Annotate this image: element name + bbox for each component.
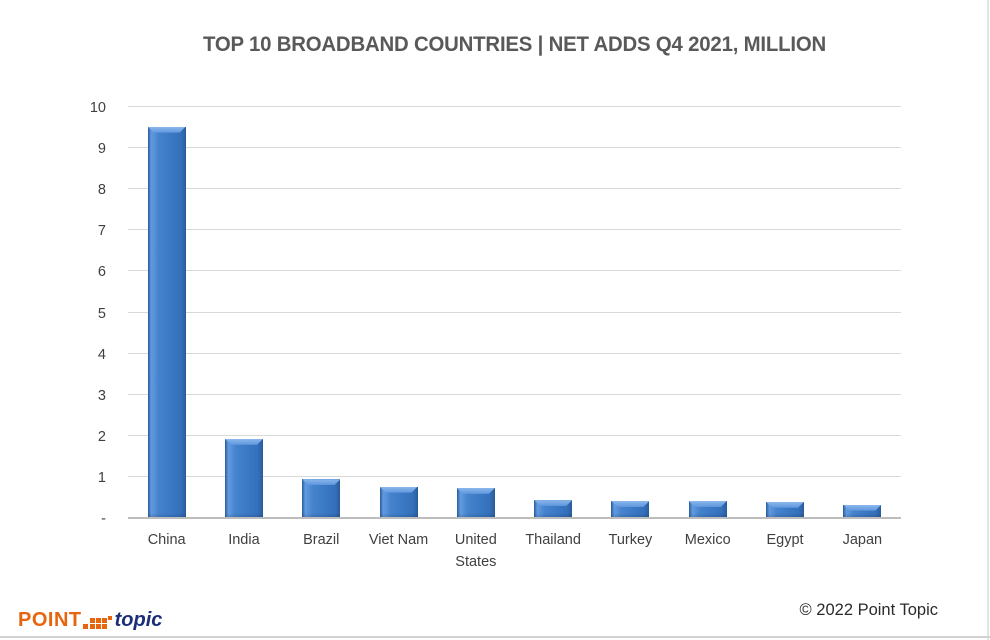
x-label-china: China bbox=[147, 532, 186, 548]
x-label-brazil: Brazil bbox=[303, 532, 340, 548]
y-tick-label-9: 9 bbox=[97, 141, 106, 158]
bar-slot bbox=[746, 108, 823, 517]
y-tick-label-3: 3 bbox=[97, 387, 106, 404]
chart-title: TOP 10 BROADBAND COUNTRIES | NET ADDS Q4… bbox=[202, 33, 827, 56]
x-axis-labels: China India Brazil Viet Nam United States Tha… bbox=[128, 529, 901, 573]
x-label-egypt: Egypt bbox=[766, 532, 804, 548]
y-tick-label-8: 8 bbox=[97, 182, 106, 199]
logo-point-text: POINT bbox=[18, 609, 82, 631]
bar-slot bbox=[205, 108, 282, 517]
y-axis-labels: - 1 2 3 4 5 6 7 8 9 10 bbox=[78, 100, 106, 527]
point-topic-logo: POINT topic bbox=[18, 609, 162, 631]
bar-slot bbox=[592, 108, 669, 517]
bar-slot bbox=[514, 108, 591, 517]
x-label-united-states: United States bbox=[454, 532, 497, 570]
bar-viet-nam bbox=[379, 486, 418, 517]
gridline-1 bbox=[128, 475, 901, 477]
x-label-turkey: Turkey bbox=[608, 532, 653, 548]
bar-egypt bbox=[766, 501, 805, 517]
bar-slot bbox=[437, 108, 514, 517]
bars-row bbox=[128, 108, 901, 517]
bar-brazil bbox=[302, 479, 341, 517]
page-bottom-border bbox=[0, 636, 990, 638]
y-tick-label-6: 6 bbox=[97, 264, 106, 281]
bar-india bbox=[224, 438, 263, 517]
copyright-text: © 2022 Point Topic bbox=[799, 601, 938, 619]
gridline-7 bbox=[128, 229, 901, 231]
gridline-8 bbox=[128, 188, 901, 190]
bar-slot bbox=[128, 108, 205, 517]
bar-slot bbox=[669, 108, 746, 517]
gridline-2 bbox=[128, 434, 901, 436]
y-tick-label-0: - bbox=[101, 511, 106, 527]
bar-slot bbox=[360, 108, 437, 517]
logo-topic-text: topic bbox=[114, 609, 163, 631]
x-label-viet-nam: Viet Nam bbox=[368, 532, 429, 548]
gridline-10 bbox=[128, 106, 901, 107]
point-topic-logo-squares-icon bbox=[82, 611, 113, 631]
bar-slot bbox=[824, 108, 901, 517]
bar-japan bbox=[843, 504, 882, 517]
bar-thailand bbox=[534, 500, 573, 517]
bar-slot bbox=[283, 108, 360, 517]
gridline-4 bbox=[128, 352, 901, 354]
bar-turkey bbox=[611, 500, 650, 517]
y-tick-label-1: 1 bbox=[97, 469, 106, 486]
gridline-3 bbox=[128, 393, 901, 395]
x-label-mexico: Mexico bbox=[684, 532, 731, 548]
x-label-india: India bbox=[228, 532, 260, 548]
y-tick-label-2: 2 bbox=[97, 428, 106, 445]
bar-united-states bbox=[456, 487, 495, 517]
page-right-border bbox=[987, 0, 989, 640]
plot-area bbox=[128, 106, 901, 519]
y-tick-label-10: 10 bbox=[89, 100, 106, 116]
x-label-thailand: Thailand bbox=[525, 532, 581, 548]
y-tick-label-5: 5 bbox=[97, 305, 106, 322]
bar-china bbox=[147, 126, 186, 517]
gridline-6 bbox=[128, 270, 901, 272]
y-tick-label-7: 7 bbox=[97, 223, 106, 240]
y-tick-label-4: 4 bbox=[97, 346, 106, 363]
bar-mexico bbox=[688, 500, 727, 517]
x-label-japan: Japan bbox=[842, 532, 883, 548]
gridline-5 bbox=[128, 311, 901, 313]
gridline-9 bbox=[128, 147, 901, 149]
